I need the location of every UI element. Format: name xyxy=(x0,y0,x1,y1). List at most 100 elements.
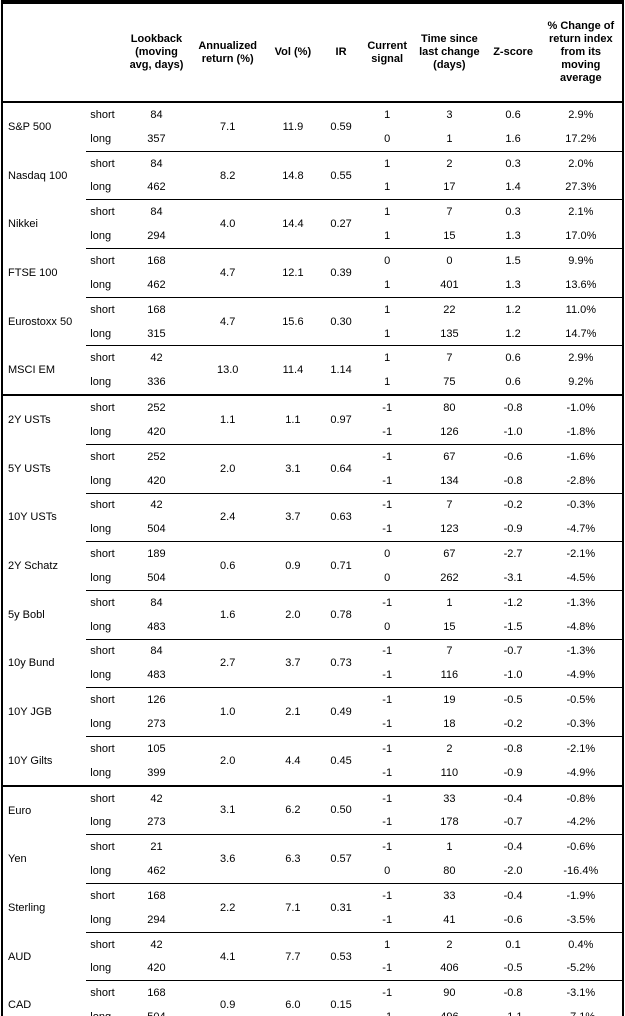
vol-cell: 3.7 xyxy=(265,638,320,688)
signal-cell: 0 xyxy=(362,541,413,567)
lookback-cell: 504 xyxy=(147,571,166,584)
lookback-cell: 294 xyxy=(147,913,166,926)
pct-change-cell: -3.5% xyxy=(566,913,596,926)
signal-cell: -1 xyxy=(382,474,393,487)
signal-cell: -1 xyxy=(382,962,393,975)
z-score-cell: -0.4 xyxy=(486,834,540,860)
vol-cell: 15.6 xyxy=(265,296,320,346)
horizon-cell: long xyxy=(90,718,112,731)
signal-cell: 1 xyxy=(384,327,391,340)
column-header-asset xyxy=(2,2,87,103)
lookback-cell: 420 xyxy=(147,962,166,975)
z-score-cell: -1.5 xyxy=(503,620,523,633)
annualized-return-cell: 2.0 xyxy=(189,443,266,493)
z-score-cell: 1.3 xyxy=(505,278,521,291)
column-header-horizon xyxy=(86,2,124,103)
time-since-cell: 116 xyxy=(440,669,459,682)
asset-row-short: Yen short 21 3.6 6.3 0.57 -1 1 -0.4 -0.6% xyxy=(2,834,623,884)
horizon-cell: short xyxy=(86,638,124,664)
horizon-cell: long xyxy=(90,571,112,584)
pct-change-cell: 17.2% xyxy=(565,132,597,145)
z-score-cell: 1.6 xyxy=(505,132,521,145)
horizon-cell: short xyxy=(86,687,124,713)
ir-cell: 0.97 xyxy=(319,394,363,445)
asset-row-short: FTSE 100 short 168 4.7 12.1 0.39 0 0 1.5 9.9% xyxy=(2,248,623,298)
z-score-cell: 1.3 xyxy=(505,230,521,243)
vol-cell: 2.1 xyxy=(265,687,320,737)
pct-change-cell: 9.9% xyxy=(539,248,623,273)
pct-change-cell: 14.7% xyxy=(565,327,597,340)
time-since-cell: 18 xyxy=(443,718,456,731)
ir-cell: 0.59 xyxy=(330,120,352,133)
asset-row-long: long 357 0 1 1.6 17.2% xyxy=(2,127,623,151)
horizon-cell: short xyxy=(86,443,124,469)
horizon-cell: short xyxy=(86,882,124,908)
annualized-return-cell: 3.1 xyxy=(189,784,266,835)
signal-cell: -1 xyxy=(362,687,413,713)
z-score-cell: -2.0 xyxy=(503,865,523,878)
z-score-cell: -1.0 xyxy=(503,669,523,682)
z-score-cell: -0.4 xyxy=(486,784,540,811)
time-since-cell: 22 xyxy=(412,296,487,322)
signal-cell: -1 xyxy=(362,834,413,860)
horizon-cell: long xyxy=(90,523,112,536)
asset-row-short: Nikkei short 84 4.0 14.4 0.27 1 7 0.3 2.1% xyxy=(2,199,623,249)
time-since-cell: 134 xyxy=(440,474,459,487)
horizon-cell: short xyxy=(86,834,124,860)
horizon-cell: long xyxy=(90,181,112,194)
time-since-cell: 2 xyxy=(412,735,487,761)
annualized-return-cell: 2.4 xyxy=(189,492,266,542)
column-header-pct-change: % Change of return index from its moving… xyxy=(539,2,623,103)
asset-row-long: long 294 -1 41 -0.6 -3.5% xyxy=(2,908,623,932)
table-body: S&P 500 short 84 7.1 11.9 0.59 1 3 0.6 2.9% long 35… xyxy=(2,102,623,1016)
time-since-cell: 67 xyxy=(412,443,487,469)
annualized-return-cell: 1.6 xyxy=(189,589,266,640)
horizon-cell: long xyxy=(90,376,112,389)
ir-cell: 0.53 xyxy=(319,931,363,981)
asset-name-cell: CAD xyxy=(8,998,32,1011)
asset-row-short: S&P 500 short 84 7.1 11.9 0.59 1 3 0.6 2.9% xyxy=(2,102,623,133)
signal-cell: 1 xyxy=(384,278,391,291)
z-score-cell: -1.0 xyxy=(503,425,523,438)
lookback-cell: 294 xyxy=(147,230,166,243)
signal-cell: -1 xyxy=(362,735,413,761)
ir-cell: 0.73 xyxy=(319,638,363,688)
lookback-cell: 42 xyxy=(123,784,190,811)
ir-cell: 0.49 xyxy=(319,687,363,737)
pct-change-cell: -1.3% xyxy=(539,638,623,664)
asset-name-cell: FTSE 100 xyxy=(8,266,58,279)
annualized-return-cell: 0.9 xyxy=(189,980,266,1016)
time-since-cell: 17 xyxy=(443,181,456,194)
ir-cell: 0.27 xyxy=(319,199,363,249)
column-header-annualized-return: Annualized return (%) xyxy=(189,2,266,103)
signal-cell: -1 xyxy=(362,443,413,469)
ir-cell: 0.30 xyxy=(319,296,363,346)
asset-row-short: Eurostoxx 50 short 168 4.7 15.6 0.30 1 22 1.2 11.… xyxy=(2,296,623,346)
asset-row-short: 2Y USTs short 252 1.1 1.1 0.97 -1 80 -0.8 -1.0% xyxy=(2,394,623,445)
annualized-return-cell: 2.0 xyxy=(189,735,266,786)
vol-cell: 0.9 xyxy=(265,541,320,591)
horizon-cell: short xyxy=(86,931,124,957)
vol-cell: 12.1 xyxy=(265,248,320,298)
pct-change-cell: -0.8% xyxy=(539,784,623,811)
signal-cell: 0 xyxy=(384,620,391,633)
column-header-time-since: Time since last change (days) xyxy=(412,2,487,103)
z-score-cell: -0.4 xyxy=(486,882,540,908)
pct-change-cell: -3.1% xyxy=(539,980,623,1006)
pct-change-cell: -1.3% xyxy=(539,589,623,615)
asset-row-short: 2Y Schatz short 189 0.6 0.9 0.71 0 67 -2.7 -2.1% xyxy=(2,541,623,591)
signal-cell: 1 xyxy=(362,296,413,322)
annualized-return-cell: 4.1 xyxy=(189,931,266,981)
lookback-cell: 273 xyxy=(147,718,166,731)
annualized-return-cell: 1.0 xyxy=(189,687,266,737)
time-since-cell: 126 xyxy=(440,425,459,438)
time-since-cell: 110 xyxy=(440,766,459,779)
horizon-cell: short xyxy=(86,248,124,273)
pct-change-cell: -16.4% xyxy=(563,865,599,878)
ir-cell: 0.63 xyxy=(319,492,363,542)
asset-row-long: long 273 -1 18 -0.2 -0.3% xyxy=(2,712,623,736)
horizon-cell: long xyxy=(90,474,112,487)
pct-change-cell: -0.3% xyxy=(539,492,623,518)
pct-change-cell: 0.4% xyxy=(539,931,623,957)
